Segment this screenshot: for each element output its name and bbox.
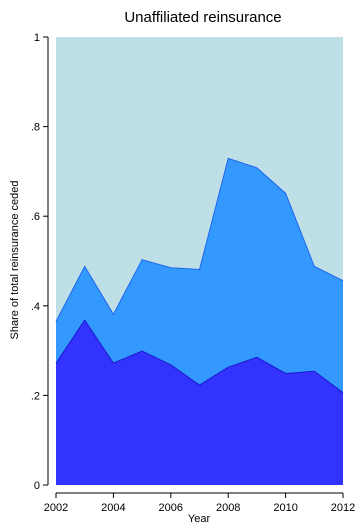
y-tick-label: .6	[31, 211, 40, 223]
x-tick-label: 2012	[331, 502, 355, 514]
x-tick-label: 2010	[273, 502, 297, 514]
area-series-3-outline	[55, 319, 344, 394]
y-tick-label: .8	[31, 122, 40, 134]
area-series-3	[56, 320, 343, 485]
x-tick-label: 2004	[101, 502, 125, 514]
area-series-2-outline	[55, 157, 344, 322]
x-axis-label: Year	[188, 513, 211, 525]
x-tick-label: 2002	[44, 502, 68, 514]
chart-title: Unaffiliated reinsurance	[124, 9, 281, 26]
y-tick-label: 1	[34, 32, 40, 44]
y-tick-label: 0	[34, 480, 40, 492]
x-tick-label: 2008	[216, 502, 240, 514]
x-tick-label: 2006	[159, 502, 183, 514]
y-tick-label: .2	[31, 390, 40, 402]
axes: 0 .2 .4 .6 .8 1 2002 2004 2006 2008 2010 2012	[31, 32, 355, 514]
y-tick-label: .4	[31, 301, 40, 313]
areas	[55, 37, 344, 485]
y-axis-label: Share of total reinsurance ceded	[9, 181, 21, 340]
